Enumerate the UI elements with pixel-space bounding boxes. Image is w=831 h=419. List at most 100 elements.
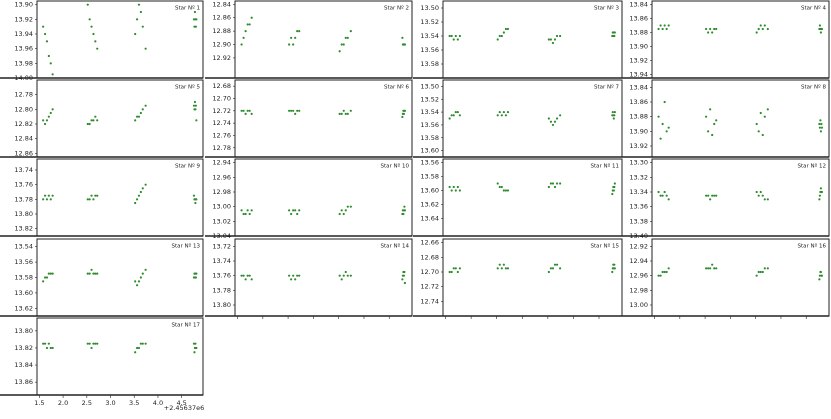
data-point — [766, 198, 769, 201]
data-point — [611, 192, 614, 196]
y-tick-label: 12.90 — [212, 41, 231, 49]
y-tick-label: 13.92 — [14, 15, 33, 23]
y-tick-label: 13.56 — [14, 258, 33, 266]
data-point — [504, 27, 508, 31]
data-point — [709, 108, 712, 111]
panel-frame — [442, 238, 623, 317]
data-point — [555, 117, 559, 120]
data-point — [342, 212, 345, 216]
data-point — [547, 117, 550, 120]
data-point — [403, 270, 406, 274]
data-point — [452, 114, 455, 117]
data-point — [402, 112, 406, 115]
data-point — [659, 194, 662, 197]
data-point — [134, 201, 137, 205]
data-point — [667, 24, 670, 27]
data-point — [349, 205, 352, 208]
y-tick-label: 13.36 — [629, 203, 648, 211]
data-point — [663, 24, 666, 27]
data-point — [94, 40, 97, 43]
y-tick-label: 12.94 — [629, 257, 648, 265]
data-point — [551, 267, 555, 270]
x-tick-label: 1.5 — [34, 399, 44, 407]
y-tick-label: 13.54 — [14, 243, 33, 251]
data-point — [195, 272, 198, 275]
data-point — [246, 274, 249, 277]
data-point — [144, 342, 147, 345]
panel-frame — [442, 79, 623, 158]
data-point — [456, 38, 459, 41]
data-point — [195, 346, 198, 350]
data-point — [448, 34, 451, 38]
data-point — [288, 109, 291, 112]
y-tick-label: 12.96 — [212, 173, 231, 181]
data-point — [294, 112, 297, 115]
data-point — [715, 194, 718, 197]
data-point — [458, 267, 461, 270]
y-tick-label: 12.80 — [14, 105, 33, 113]
data-point — [657, 190, 660, 194]
y-tick-label: 12.96 — [629, 272, 648, 280]
y-tick-label: 13.86 — [629, 15, 648, 23]
panel-title: Star Nº 15 — [591, 243, 620, 250]
panel-title: Star Nº 12 — [798, 163, 826, 170]
data-point — [761, 194, 764, 197]
data-point — [456, 185, 459, 189]
data-point — [42, 342, 45, 345]
data-point — [763, 24, 766, 27]
y-tick-label: 13.56 — [420, 159, 439, 167]
data-point — [549, 182, 553, 185]
data-point — [657, 274, 660, 277]
y-tick-label: 12.92 — [629, 242, 648, 250]
y-tick-label: 13.84 — [629, 83, 648, 91]
data-point — [456, 110, 459, 114]
x-tick-label: 2.0 — [58, 399, 68, 407]
data-point — [250, 278, 253, 281]
y-tick-label: 13.88 — [629, 29, 648, 37]
data-point — [45, 276, 49, 279]
data-point — [611, 110, 614, 114]
data-point — [715, 27, 718, 31]
data-point — [242, 274, 245, 277]
data-point — [613, 182, 616, 185]
data-point — [137, 280, 141, 283]
data-point — [42, 198, 45, 201]
data-point — [139, 342, 142, 345]
data-point — [713, 27, 716, 31]
y-tick-label: 13.54 — [420, 108, 439, 116]
data-point — [194, 104, 197, 107]
data-point — [504, 189, 508, 192]
data-point — [248, 109, 251, 112]
y-tick-label: 12.84 — [212, 0, 231, 8]
data-point — [90, 268, 93, 271]
data-point — [338, 112, 341, 115]
data-point — [559, 34, 562, 38]
data-point — [613, 110, 616, 114]
data-point — [193, 10, 197, 14]
data-point — [496, 114, 499, 117]
data-point — [613, 267, 616, 270]
data-point — [611, 270, 614, 274]
panel-frame — [651, 238, 830, 317]
data-point — [504, 267, 508, 270]
x-tick-label: 2.5 — [82, 399, 92, 407]
data-point — [42, 280, 45, 283]
data-point — [242, 109, 245, 112]
data-point — [506, 189, 510, 192]
data-point — [51, 73, 54, 76]
data-point — [141, 342, 144, 345]
data-point — [401, 36, 404, 39]
data-point — [506, 27, 510, 31]
data-point — [707, 31, 710, 34]
y-tick-label: 12.68 — [420, 253, 439, 261]
data-point — [818, 274, 821, 277]
data-point — [496, 267, 499, 270]
data-point — [661, 270, 664, 274]
y-tick-label: 13.60 — [420, 147, 439, 155]
y-tick-label: 13.72 — [212, 242, 231, 250]
data-point — [134, 280, 137, 283]
data-point — [246, 23, 249, 26]
data-point — [551, 123, 555, 127]
panel-frame — [36, 317, 204, 396]
data-point — [195, 119, 198, 122]
